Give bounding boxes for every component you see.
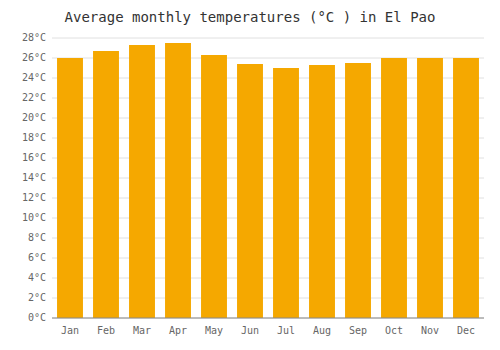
bar	[309, 65, 335, 318]
bar	[165, 43, 191, 318]
y-tick-label: 24°C	[22, 72, 46, 83]
y-tick-label: 10°C	[22, 212, 46, 223]
bar	[93, 51, 119, 318]
y-tick-label: 8°C	[28, 232, 46, 243]
x-tick-label: May	[205, 325, 223, 336]
bar	[237, 64, 263, 318]
bar	[57, 58, 83, 318]
bar	[129, 45, 155, 318]
x-tick-label: Jun	[241, 325, 259, 336]
x-tick-label: Nov	[421, 325, 439, 336]
bar	[273, 68, 299, 318]
x-axis-line	[52, 318, 484, 319]
y-tick-label: 26°C	[22, 52, 46, 63]
y-tick-label: 28°C	[22, 32, 46, 43]
bar	[453, 58, 479, 318]
x-tick-label: Sep	[349, 325, 367, 336]
x-tick-label: Aug	[313, 325, 331, 336]
bar	[345, 63, 371, 318]
y-tick-label: 12°C	[22, 192, 46, 203]
y-tick-label: 22°C	[22, 92, 46, 103]
y-tick-label: 6°C	[28, 252, 46, 263]
grid	[52, 38, 484, 318]
y-tick-label: 2°C	[28, 292, 46, 303]
x-axis: Jan Feb Mar Apr May Jun Jul Aug Sep Oct Nov Dec	[52, 318, 484, 336]
y-tick-label: 20°C	[22, 112, 46, 123]
y-tick-label: 0°C	[28, 312, 46, 323]
x-tick-label: Jul	[277, 325, 295, 336]
y-tick-label: 16°C	[22, 152, 46, 163]
chart: Average monthly temperatures (°C ) in El…	[0, 0, 500, 350]
y-axis: 0°C 2°C 4°C 6°C 8°C 10°C 12°C 14°C 16°C 18°C 20°C 2…	[22, 32, 46, 323]
y-tick-label: 14°C	[22, 172, 46, 183]
y-tick-label: 4°C	[28, 272, 46, 283]
bar	[201, 55, 227, 318]
chart-container: Average monthly temperatures (°C ) in El…	[0, 0, 500, 350]
x-tick-label: Feb	[97, 325, 115, 336]
bar	[381, 58, 407, 318]
y-tick-label: 18°C	[22, 132, 46, 143]
grid-line	[52, 318, 484, 319]
x-tick-label: Mar	[133, 325, 151, 336]
bar	[417, 58, 443, 318]
grid-line	[52, 38, 484, 39]
x-tick-label: Oct	[385, 325, 403, 336]
bars	[57, 43, 479, 318]
x-tick-label: Apr	[169, 325, 187, 336]
title: Average monthly temperatures (°C ) in El…	[65, 9, 436, 25]
x-tick-label: Dec	[457, 325, 475, 336]
x-tick-label: Jan	[61, 325, 79, 336]
